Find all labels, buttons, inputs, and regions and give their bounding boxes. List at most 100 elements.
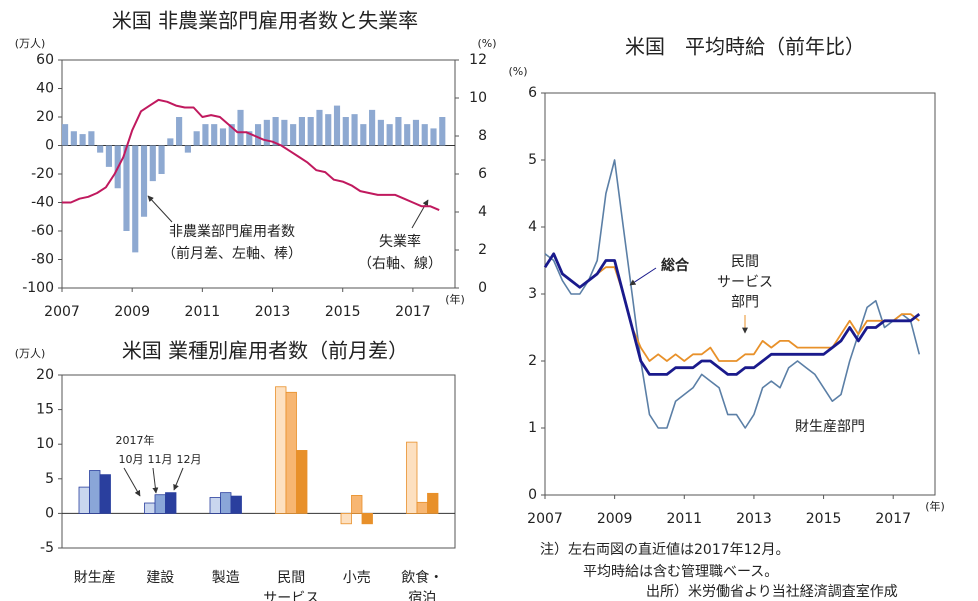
bar <box>290 124 297 146</box>
note: 平均時給は含む管理職ベース。 <box>583 564 778 580</box>
y-tick-label: 5 <box>45 471 54 487</box>
bar <box>296 450 308 514</box>
bar <box>421 124 428 146</box>
bar <box>70 131 77 146</box>
line <box>62 98 440 212</box>
line <box>544 252 920 362</box>
x-tick-label: 2009 <box>114 304 150 320</box>
y-tick-label: -100 <box>22 280 54 296</box>
bar <box>149 145 156 182</box>
bar <box>99 474 111 514</box>
bar <box>307 117 314 146</box>
bar <box>176 117 183 146</box>
y2-tick-label: 6 <box>478 166 487 182</box>
y-tick-label: 3 <box>528 286 537 302</box>
bar <box>439 117 446 146</box>
bar <box>154 494 166 514</box>
y-tick-label: -60 <box>31 223 54 239</box>
bar <box>220 492 232 514</box>
bar <box>281 119 288 146</box>
bar <box>395 117 402 146</box>
series-label: 総合 <box>661 257 690 274</box>
x-tick-label: 2009 <box>597 511 633 527</box>
y-tick-label: 40 <box>36 81 54 97</box>
y-tick-label: -20 <box>31 166 54 182</box>
bar <box>62 124 69 146</box>
y-tick-label: 20 <box>36 367 54 383</box>
x-tick-label: 2017 <box>395 304 431 320</box>
y-tick-label: 0 <box>45 138 54 154</box>
bar <box>209 497 221 514</box>
chart-title: 米国 業種別雇用者数（前月差） <box>122 339 408 363</box>
bar <box>427 492 439 514</box>
bar <box>167 138 174 146</box>
note: 出所）米労働省より当社経済調査室作成 <box>646 583 898 600</box>
x-tick-label: 小売 <box>343 570 371 586</box>
y-tick-label: 4 <box>528 219 537 235</box>
bar <box>88 131 95 146</box>
y2-tick-label: 8 <box>478 128 487 144</box>
legend-label: 12月 <box>177 453 202 466</box>
chart-title: 米国 非農業部門雇用者数と失業率 <box>112 9 418 33</box>
y-tick-label: 6 <box>528 85 537 101</box>
x-tick-label: 財生産 <box>74 570 116 586</box>
bar <box>298 117 305 146</box>
x-tick-label: 2017 <box>875 511 911 527</box>
line <box>543 252 921 376</box>
bar <box>228 124 235 146</box>
label-arrow <box>629 267 657 286</box>
bar <box>123 145 130 231</box>
y2-tick-label: 2 <box>478 242 487 258</box>
bar <box>230 495 242 514</box>
y-tick-label: -5 <box>40 540 54 556</box>
chart-title: 米国 平均時給（前年比） <box>625 35 865 59</box>
x-tick-label: 2011 <box>185 304 221 320</box>
y-tick-label: 20 <box>36 109 54 125</box>
bar <box>158 145 165 174</box>
bar <box>140 145 148 217</box>
bar <box>351 114 358 146</box>
bar <box>340 513 352 525</box>
bar <box>237 109 244 146</box>
x-tick-label: 建設 <box>146 570 174 586</box>
bar <box>361 513 373 525</box>
bar <box>325 114 332 146</box>
bar <box>316 109 323 146</box>
y2-tick-label: 4 <box>478 204 487 220</box>
x-tick-label: 製造 <box>212 570 240 586</box>
bar <box>97 145 104 153</box>
bar <box>275 386 287 514</box>
x-tick-label: 民間サービス <box>263 570 319 601</box>
y-tick-label: 2 <box>528 353 537 369</box>
series-annotation: （前月差、左軸、棒） <box>162 245 302 262</box>
bar <box>105 145 113 167</box>
y-tick-label: 10 <box>36 436 54 452</box>
series-label: 非農業部門雇用者数 <box>169 223 295 240</box>
bar <box>333 105 341 146</box>
bar <box>285 391 297 514</box>
y-tick-label: 0 <box>45 505 54 521</box>
plot-frame <box>61 374 456 549</box>
y-axis-label: (%) <box>508 65 527 78</box>
x-tick-label: 2015 <box>325 304 361 320</box>
bar <box>211 124 218 146</box>
y-tick-label: -40 <box>31 195 54 211</box>
x-tick-label: 2007 <box>44 304 80 320</box>
bar <box>430 128 437 146</box>
bar <box>272 117 279 146</box>
series-label: 失業率 <box>379 233 421 250</box>
y2-axis-label: (%) <box>477 37 496 50</box>
y-tick-label: 0 <box>528 487 537 503</box>
series-annotation: （右軸、線） <box>358 256 442 272</box>
y2-tick-label: 12 <box>469 52 487 68</box>
y-tick-label: 5 <box>528 152 537 168</box>
y2-tick-label: 0 <box>478 280 487 296</box>
bar <box>342 117 349 146</box>
x-tick-label: 2011 <box>666 511 702 527</box>
y-axis-label: (万人) <box>15 37 46 50</box>
arrows <box>123 195 429 497</box>
bar <box>246 131 253 146</box>
y-tick-label: 60 <box>36 52 54 68</box>
y-tick-label: 15 <box>36 402 54 418</box>
